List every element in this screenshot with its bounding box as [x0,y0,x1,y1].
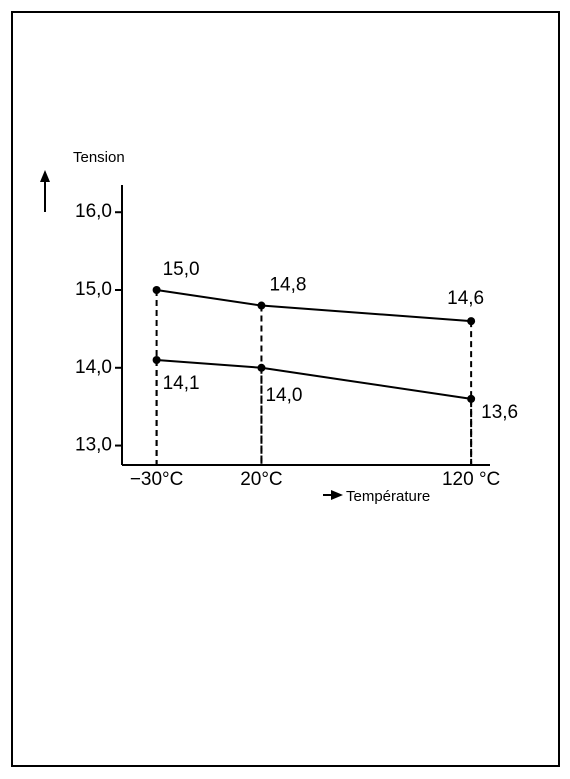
y-arrow-head [40,170,50,182]
x-tick-label: 20°C [240,469,282,490]
frame [11,11,560,767]
point [152,356,161,364]
value-label: 14,6 [447,288,484,309]
point [152,286,161,294]
point [467,317,476,326]
point [257,301,266,310]
y-tick-label: 15,0 [75,279,112,300]
value-label: 15,0 [163,259,200,280]
point [467,394,476,403]
x-arrow-head [331,490,343,500]
value-label: 14,1 [163,373,200,394]
value-label: 13,6 [481,402,518,423]
value-label: 14,0 [265,385,302,406]
y-tick-label: 14,0 [75,357,112,378]
x-tick-label: −30°C [130,469,184,490]
y-tick-label: 13,0 [75,435,112,456]
y-tick-label: 16,0 [75,201,112,222]
value-label: 14,8 [269,275,306,296]
series-line [156,359,472,400]
y-axis-title: Tension [73,149,125,166]
series-line [156,289,472,323]
point [257,363,266,372]
x-axis-title: Température [346,488,430,505]
x-tick-label: 120 °C [442,469,500,490]
